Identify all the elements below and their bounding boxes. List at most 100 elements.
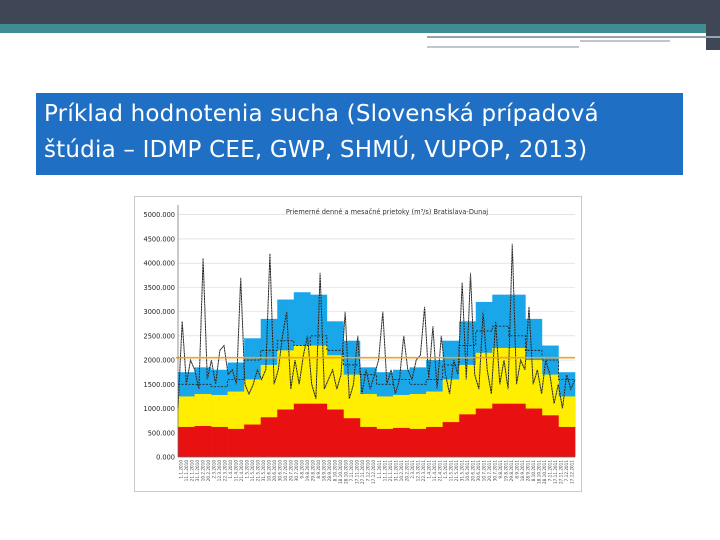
x-axis: 1.1.2010 11.1.2010 21.1.2010 31.1.2010 10.2.… [178,456,575,484]
x-tick-label: 18.10.2011 [537,460,542,484]
x-tick-label: 29.8.2011 [509,460,514,482]
band-red-bar [359,426,377,457]
x-tick-label: 20.7.2010 [289,460,294,482]
x-tick-label: 18.10.2010 [338,460,343,484]
x-tick-label: 8.10.2011 [531,460,536,482]
y-tick-label: 4500.000 [144,235,175,243]
x-tick-label: 21.1.2010 [189,460,194,482]
x-tick-label: 27.11.2011 [559,460,564,484]
x-tick-label: 30.6.2011 [476,460,481,482]
x-tick-label: 2.3.2010 [211,460,216,479]
slide-title-box: Príklad hodnotenia sucha (Slovenská príp… [36,93,683,175]
band-red-bar [277,409,295,457]
x-tick-label: 1.1.2010 [178,460,183,479]
x-tick-label: 30.6.2010 [278,460,283,482]
band-red-bar [508,403,526,457]
band-red-bar [293,403,311,457]
y-tick-label: 500.000 [148,429,175,437]
x-tick-label: 1.5.2010 [244,460,249,479]
band-red-bar [326,409,344,457]
band-red-bar [558,426,576,457]
y-tick-label: 0.000 [156,454,175,462]
x-tick-label: 31.1.2011 [393,460,398,482]
x-tick-label: 30.7.2011 [493,460,498,482]
y-tick-label: 2000.000 [144,357,175,365]
band-red-bar [442,422,460,457]
y-axis: 0.000 500.000 1000.000 1500.000 2000.000 2500… [144,205,179,462]
x-tick-label: 21.5.2010 [256,460,261,482]
decorative-line-1 [427,36,720,38]
x-tick-label: 2.3.2011 [410,460,415,479]
x-tick-label: 31.5.2010 [261,460,266,482]
x-tick-label: 10.6.2011 [465,460,470,482]
y-tick-label: 2500.000 [144,332,175,340]
x-tick-label: 8.9.2010 [316,460,321,479]
x-tick-label: 8.10.2010 [333,460,338,482]
x-tick-label: 17.12.2011 [570,460,575,484]
band-red-bar [376,428,394,457]
x-tick-label: 10.2.2011 [399,460,404,482]
x-tick-label: 29.8.2010 [311,460,316,482]
band-red-bar [194,425,212,457]
x-tick-label: 7.12.2010 [366,460,371,482]
monthly-mean-line [178,325,575,388]
x-tick-label: 9.8.2010 [300,460,305,479]
x-tick-label: 27.11.2010 [360,460,365,484]
band-red-bar [178,426,195,457]
band-red-bar [459,414,477,457]
header-notch [706,0,720,50]
y-tick-label: 5000.000 [144,211,175,219]
band-red-bar [310,403,328,457]
x-tick-label: 10.6.2010 [267,460,272,482]
header-bar [0,0,720,24]
x-tick-label: 1.4.2011 [426,460,431,479]
x-tick-label: 1.5.2011 [443,460,448,479]
x-tick-label: 7.11.2010 [349,460,354,482]
band-red-bar [343,418,361,457]
band-red-bar [227,428,245,457]
band-red-bar [393,427,410,457]
x-tick-label: 31.5.2011 [460,460,465,482]
x-tick-label: 10.7.2011 [482,460,487,482]
x-tick-label: 17.11.2010 [355,460,360,484]
chart-frame: 0.000 500.000 1000.000 1500.000 2000.000 2500… [134,196,582,492]
x-tick-label: 12.3.2010 [217,460,222,482]
x-tick-label: 20.2.2010 [206,460,211,482]
y-tick-label: 4000.000 [144,260,175,268]
y-tick-label: 1000.000 [144,405,175,413]
slide-title: Príklad hodnotenia sucha (Slovenská príp… [44,101,599,163]
x-tick-label: 22.3.2010 [222,460,227,482]
x-tick-label: 19.8.2011 [504,460,509,482]
header-accent-bar [0,24,720,33]
x-tick-label: 8.9.2011 [515,460,520,479]
x-tick-label: 18.9.2011 [520,460,525,482]
x-tick-label: 1.1.2011 [377,460,382,479]
x-tick-label: 1.4.2010 [228,460,233,479]
x-tick-label: 21.4.2010 [239,460,244,482]
x-tick-label: 28.9.2011 [526,460,531,482]
x-tick-label: 21.1.2011 [388,460,393,482]
chart-title: Priemerné denné a mesačné prietoky (m³/s… [286,208,488,216]
x-tick-label: 9.8.2011 [498,460,503,479]
x-tick-label: 20.6.2010 [272,460,277,482]
x-tick-label: 11.5.2011 [448,460,453,482]
daily-flow-line [177,243,576,409]
band-red-bar [475,408,493,457]
x-tick-label: 12.3.2011 [415,460,420,482]
x-tick-label: 10.2.2010 [200,460,205,482]
decorative-line-2 [427,46,579,48]
y-tick-label: 3000.000 [144,308,175,316]
y-tick-label: 1500.000 [144,381,175,389]
band-red-bar [244,424,262,457]
x-tick-label: 20.7.2011 [487,460,492,482]
x-tick-label: 11.4.2011 [432,460,437,482]
x-tick-label: 7.12.2011 [564,460,569,482]
decorative-line-3 [580,40,670,42]
band-red-bar [260,417,278,457]
x-tick-label: 10.7.2010 [283,460,288,482]
x-tick-label: 11.4.2010 [233,460,238,482]
x-tick-label: 11.1.2010 [184,460,189,482]
x-tick-label: 30.7.2010 [294,460,299,482]
band-red-bar [525,408,543,457]
x-tick-label: 18.9.2010 [322,460,327,482]
